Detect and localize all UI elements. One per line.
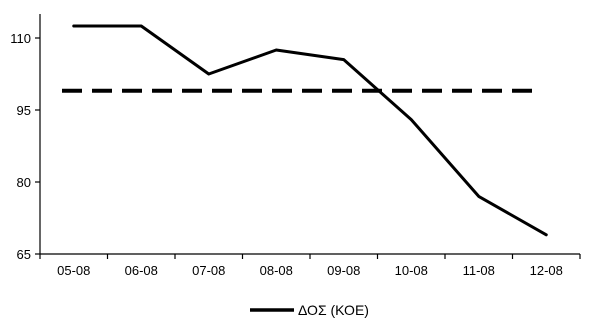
- x-tick-label: 09-08: [327, 263, 360, 278]
- data-point: [140, 24, 143, 28]
- x-axis: 05-08 06-08 07-08 08-08 09-08 10-08 11-08 12-08: [39, 253, 581, 278]
- x-tick-label: 10-08: [395, 263, 428, 278]
- series-layer: [72, 24, 548, 237]
- x-tick-label: 06-08: [125, 263, 158, 278]
- x-tick-label: 11-08: [463, 263, 495, 278]
- data-point: [207, 72, 210, 76]
- x-tick-label: 12-08: [530, 263, 563, 278]
- y-axis: 65 80 95 110: [10, 14, 41, 262]
- data-point: [545, 233, 548, 236]
- data-point: [72, 24, 75, 28]
- y-tick-label: 110: [10, 31, 31, 46]
- y-tick-label: 80: [17, 175, 31, 190]
- x-axis-ticks: 05-08 06-08 07-08 08-08 09-08 10-08 11-08 12-08: [39, 254, 581, 278]
- y-tick-label: 65: [17, 247, 31, 262]
- data-point: [342, 58, 345, 61]
- series-line: [72, 24, 548, 237]
- y-tick-label: 95: [17, 103, 31, 118]
- data-point: [275, 48, 278, 52]
- legend: ΔΟΣ (ΚΟΕ): [250, 302, 369, 318]
- data-point: [410, 118, 413, 121]
- x-tick-label: 07-08: [192, 263, 225, 278]
- data-point: [477, 195, 480, 198]
- x-tick-label: 08-08: [260, 263, 293, 278]
- y-axis-ticks: 65 80 95 110: [10, 31, 40, 262]
- x-tick-label: 05-08: [57, 263, 90, 278]
- legend-label: ΔΟΣ (ΚΟΕ): [298, 302, 369, 318]
